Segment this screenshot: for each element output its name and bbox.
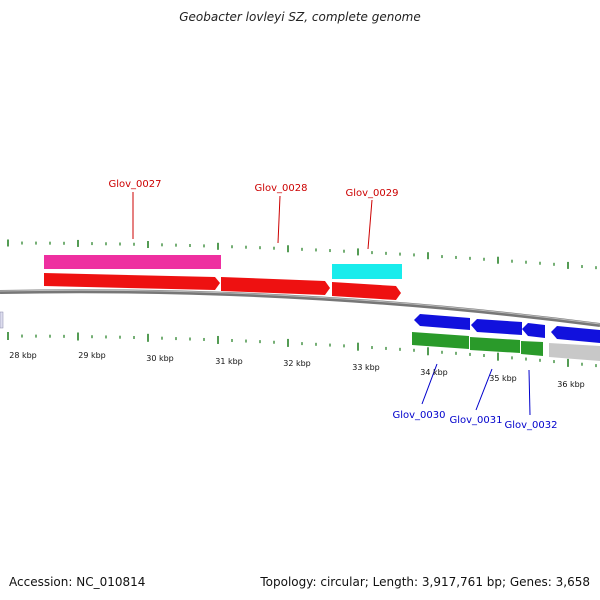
feature-red-gene-0029[interactable] <box>332 282 401 300</box>
feature-red-gene-0028[interactable] <box>221 277 330 295</box>
scale-label: 34 kbp <box>420 368 448 377</box>
scale-label: 35 kbp <box>489 374 517 383</box>
gene-label-glov-0029[interactable]: Glov_0029 <box>345 188 398 199</box>
feature-blue-gene-0032[interactable] <box>522 323 545 338</box>
scale-label: 33 kbp <box>352 363 380 372</box>
genome-summary-text: Topology: circular; Length: 3,917,761 bp… <box>260 575 590 589</box>
scale-labels: 28 kbp 29 kbp 30 kbp 31 kbp 32 kbp 33 kb… <box>9 351 585 389</box>
lower-tick-row <box>7 332 597 368</box>
feature-blue-next[interactable] <box>551 326 600 343</box>
genome-backbone-highlight <box>0 289 600 325</box>
feature-cyan[interactable] <box>332 264 402 279</box>
scale-label: 30 kbp <box>146 354 174 363</box>
feature-green-0031[interactable] <box>470 337 520 353</box>
genome-backbone <box>0 289 600 327</box>
gene-label-glov-0030[interactable]: Glov_0030 <box>392 410 445 421</box>
map-title: Geobacter lovleyi SZ, complete genome <box>179 10 421 24</box>
upper-tick-row <box>7 239 597 270</box>
gene-label-glov-0031[interactable]: Glov_0031 <box>449 415 502 426</box>
reverse-label-lines <box>421 363 531 416</box>
feature-green-0032[interactable] <box>521 341 543 356</box>
gene-label-glov-0032[interactable]: Glov_0032 <box>504 420 557 431</box>
feature-blue-gene-0031[interactable] <box>471 319 522 335</box>
scale-label: 36 kbp <box>557 380 585 389</box>
reverse-features <box>412 314 600 361</box>
forward-features <box>44 255 402 300</box>
gene-label-glov-0027[interactable]: Glov_0027 <box>108 179 161 190</box>
feature-green-0030[interactable] <box>412 332 469 349</box>
scale-label: 29 kbp <box>78 351 106 360</box>
feature-blue-gene-0030[interactable] <box>414 314 470 330</box>
gene-label-glov-0028[interactable]: Glov_0028 <box>254 183 307 194</box>
feature-gray[interactable] <box>549 343 600 361</box>
accession-text: Accession: NC_010814 <box>9 575 146 589</box>
forward-label-lines <box>132 192 373 250</box>
scale-label: 32 kbp <box>283 359 311 368</box>
scale-label: 31 kbp <box>215 357 243 366</box>
feature-pink[interactable] <box>44 255 221 269</box>
feature-red-gene-0027[interactable] <box>44 273 220 290</box>
backbone-left-marker <box>0 311 4 329</box>
scale-label: 28 kbp <box>9 351 37 360</box>
